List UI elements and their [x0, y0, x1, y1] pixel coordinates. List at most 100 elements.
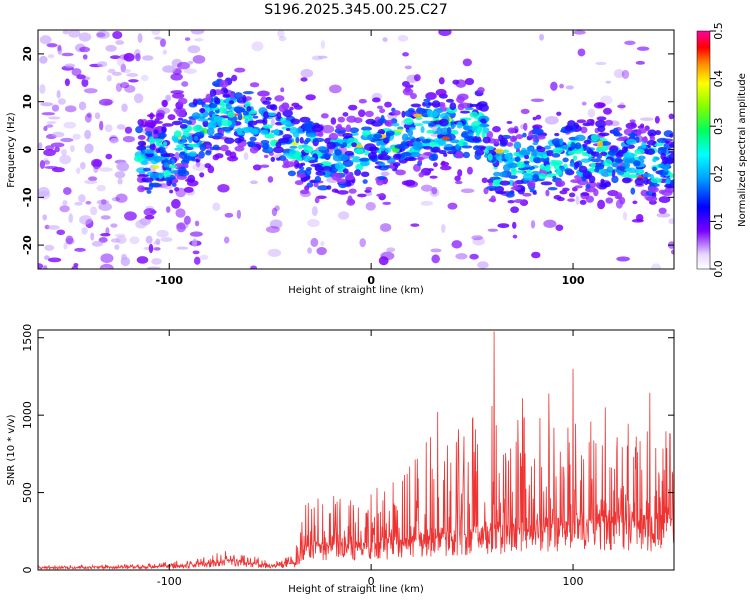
spectral-blob — [181, 119, 189, 124]
spectral-blob — [445, 98, 454, 103]
spectral-speckle — [64, 105, 77, 113]
spectral-blob — [170, 158, 175, 166]
spectral-blob — [642, 172, 652, 178]
spectral-blob — [346, 115, 357, 123]
spectral-blob — [536, 151, 544, 156]
spectral-blob — [649, 135, 656, 142]
spectral-blob — [551, 152, 561, 158]
spectral-speckle — [635, 60, 646, 65]
spectral-speckle — [88, 176, 98, 182]
spectral-blob — [637, 125, 645, 129]
spectral-blob — [435, 88, 447, 97]
spectral-blob — [549, 159, 557, 167]
spectral-blob — [348, 188, 357, 194]
spectral-blob — [574, 185, 583, 189]
spectral-blob — [187, 174, 196, 183]
spectral-blob — [621, 177, 632, 184]
spectral-blob — [482, 136, 491, 144]
spectral-speckle — [78, 194, 86, 203]
spectral-blob — [392, 110, 401, 116]
spectral-blob — [149, 182, 162, 188]
spectral-blob — [397, 126, 404, 130]
spectral-blob — [394, 144, 405, 150]
spectral-blob — [570, 179, 581, 184]
spectral-blob — [638, 169, 643, 175]
spectral-blob — [177, 97, 188, 105]
spectral-speckle — [57, 44, 62, 52]
y-tick-label: 10 — [21, 94, 34, 110]
spectral-blob — [506, 120, 513, 124]
spectral-blob — [225, 103, 232, 110]
spectral-speckle — [38, 186, 50, 197]
spectral-speckle — [555, 224, 564, 231]
spectral-speckle — [410, 223, 420, 227]
spectral-blob — [267, 176, 274, 183]
spectral-speckle — [64, 78, 70, 87]
spectral-blob — [246, 106, 252, 112]
spectral-speckle — [575, 195, 580, 206]
spectral-blob — [487, 153, 493, 161]
spectral-blob — [456, 121, 463, 129]
spectral-speckle — [121, 103, 128, 112]
spectral-speckle — [271, 207, 278, 217]
spectral-speckle — [382, 37, 388, 42]
spectral-speckle — [122, 135, 135, 143]
spectral-blob — [504, 153, 512, 160]
spectral-blob — [219, 106, 227, 114]
spectral-blob — [162, 169, 172, 178]
spectral-blob — [142, 149, 154, 154]
spectral-speckle — [212, 202, 221, 211]
spectral-blob — [654, 116, 660, 124]
spectral-blob — [576, 119, 587, 124]
spectral-blob — [646, 148, 655, 156]
spectral-blob — [580, 126, 588, 134]
spectral-blob — [311, 124, 324, 133]
spectral-blob — [290, 118, 301, 125]
spectral-blob — [142, 167, 151, 172]
spectral-blob — [137, 140, 147, 147]
spectral-blob — [282, 152, 291, 156]
spectral-blob — [364, 143, 377, 151]
spectral-blob — [608, 190, 617, 196]
spectral-blob — [162, 123, 174, 127]
spectral-blob — [163, 162, 169, 168]
spectral-blob — [514, 179, 524, 185]
spectral-speckle — [217, 183, 230, 193]
spectral-speckle — [98, 202, 113, 211]
y-tick-label: -10 — [21, 187, 34, 207]
spectral-speckle — [397, 35, 409, 42]
spectral-blob — [224, 137, 235, 144]
spectral-blob — [486, 178, 495, 184]
spectral-blob — [289, 145, 298, 149]
spectral-blob — [220, 144, 229, 152]
spectral-blob — [522, 173, 533, 181]
spectral-speckle — [192, 250, 200, 255]
spectral-blob — [250, 128, 259, 135]
spectral-speckle — [137, 134, 146, 140]
spectral-blob — [145, 122, 154, 127]
spectral-speckle — [76, 167, 81, 175]
spectral-speckle — [50, 142, 65, 148]
spectral-blob — [348, 104, 358, 111]
spectral-speckle — [117, 178, 123, 185]
spectral-blob — [502, 163, 511, 172]
spectral-blob — [507, 160, 513, 164]
spectral-blob — [555, 168, 562, 176]
spectral-blob — [242, 90, 254, 95]
spectral-blob — [144, 215, 155, 220]
spectral-speckle — [47, 257, 62, 263]
spectral-blob — [141, 177, 154, 183]
spectral-blob — [658, 207, 667, 214]
spectral-blob — [446, 150, 458, 155]
spectral-blob — [427, 102, 433, 106]
spectral-blob — [593, 102, 605, 109]
spectral-blob — [474, 152, 482, 160]
spectral-speckle — [420, 200, 434, 206]
spectral-blob — [595, 119, 607, 128]
spectral-blob — [322, 170, 331, 178]
spectral-blob — [299, 136, 304, 144]
spectral-blob — [252, 115, 259, 119]
spectral-blob — [175, 108, 186, 116]
spectral-blob — [337, 154, 350, 162]
spectral-speckle — [124, 84, 136, 93]
